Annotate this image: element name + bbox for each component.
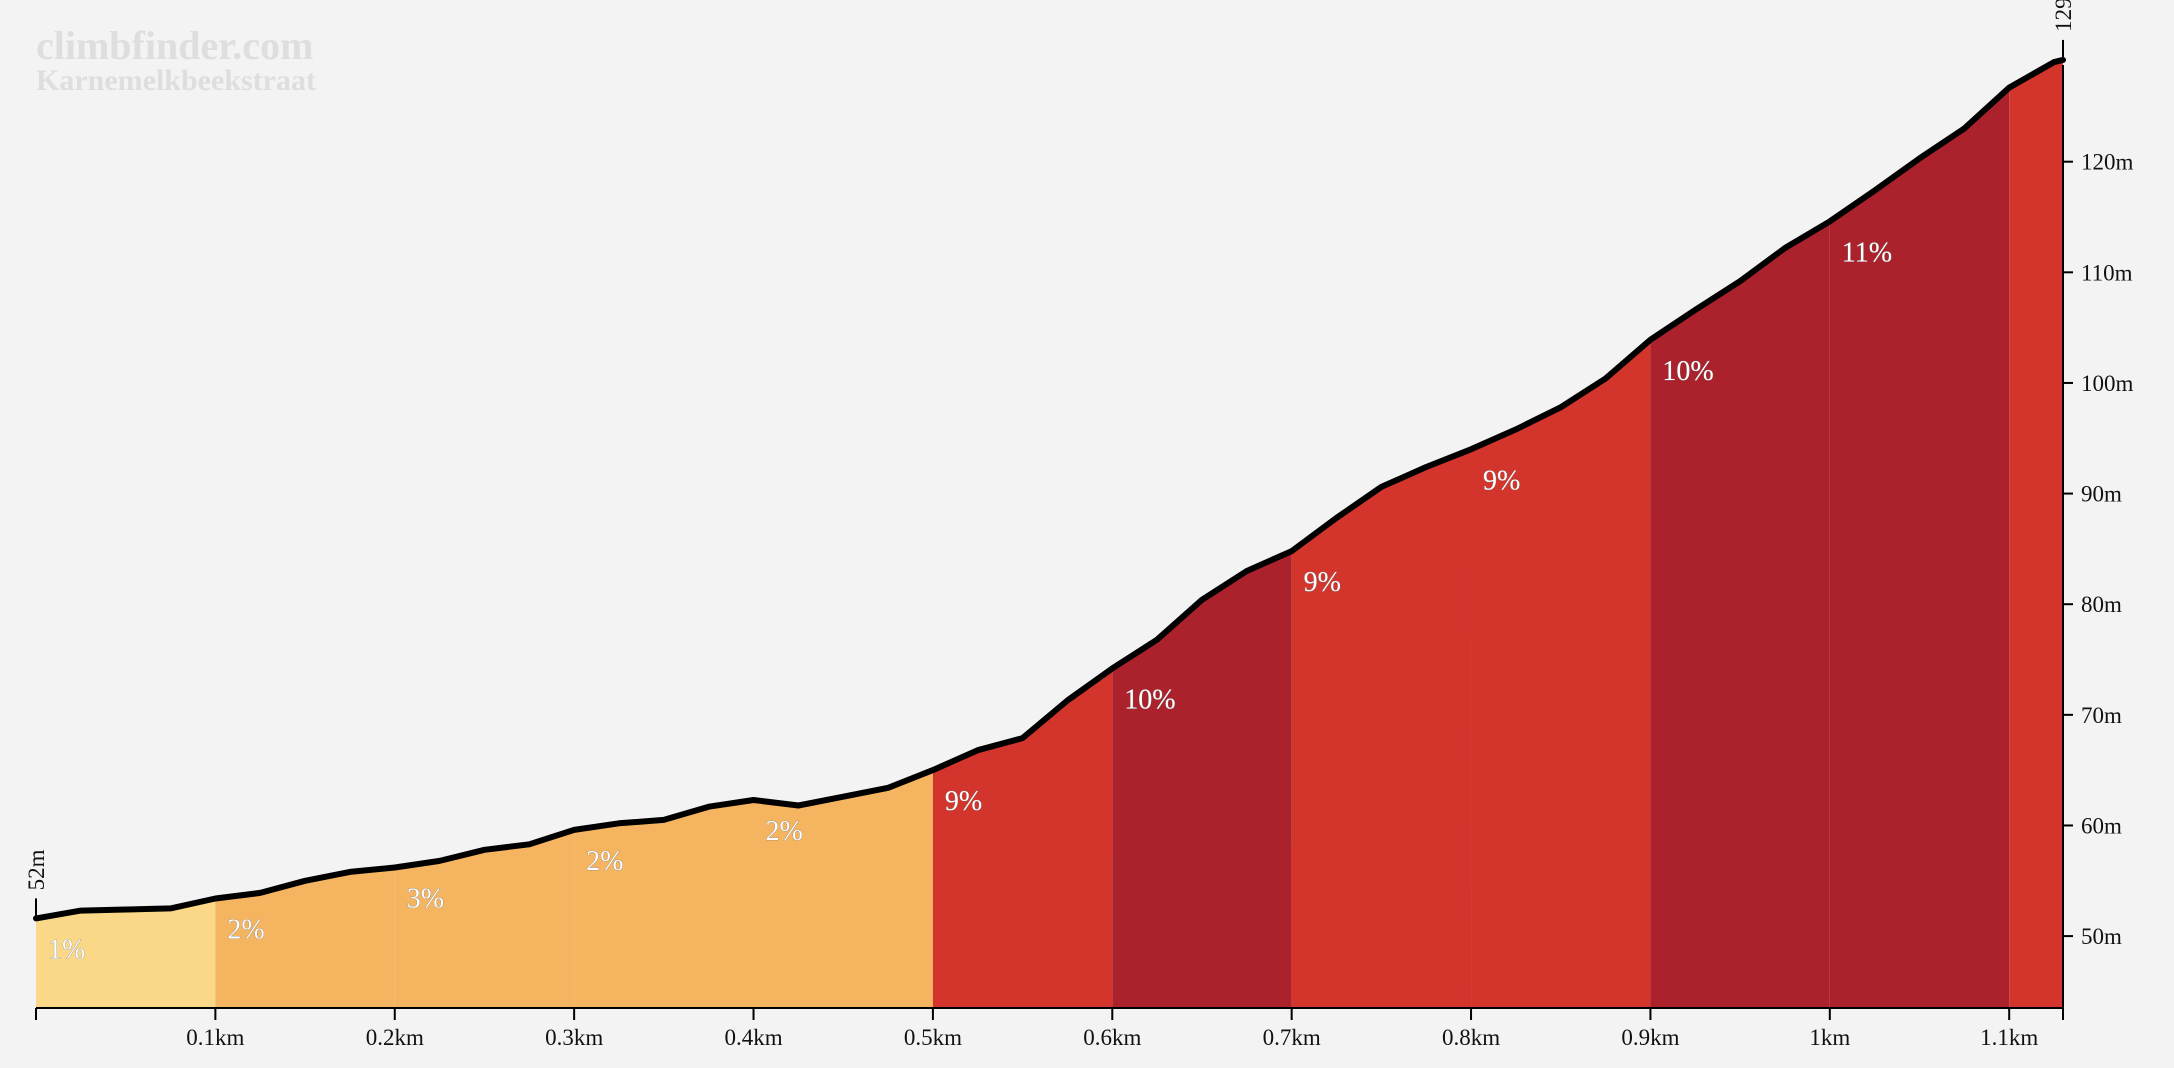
- grade-segment-1: [36, 898, 216, 1008]
- x-tick-label-7: 0.7km: [1263, 1025, 1321, 1050]
- grade-labels: 1% 2% 3% 2% 2% 9% 10% 9% 9% 10% 11%: [48, 237, 1893, 966]
- elevation-endpoints: 52m 129m: [24, 0, 2076, 919]
- x-tick-label-10: 1km: [1809, 1025, 1850, 1050]
- grade-segment-7: [1112, 551, 1292, 1008]
- x-tick-label-6: 0.6km: [1083, 1025, 1141, 1050]
- y-tick-label-5: 90m: [2081, 482, 2122, 507]
- grade-label-2: 2%: [227, 914, 264, 945]
- start-elevation-label: 52m: [24, 849, 49, 890]
- grade-label-1: 1%: [48, 934, 85, 965]
- grade-label-6: 9%: [945, 786, 982, 817]
- grade-label-4: 2%: [586, 846, 623, 877]
- grade-segment-2: [215, 867, 395, 1008]
- grade-segment-10: [1650, 221, 1830, 1008]
- y-tick-label-4: 80m: [2081, 592, 2122, 617]
- grade-segment-8: [1291, 449, 1472, 1008]
- grade-segment-12: [2009, 59, 2063, 1008]
- grade-segment-11: [1829, 87, 2010, 1009]
- x-tick-label-3: 0.3km: [545, 1025, 603, 1050]
- x-tick-label-9: 0.9km: [1621, 1025, 1679, 1050]
- y-axis: 50m 60m 70m 80m 90m 100m 110m 120m: [2062, 65, 2134, 1020]
- grade-label-8: 9%: [1304, 567, 1341, 598]
- grade-segment-6: [932, 668, 1113, 1008]
- grade-segment-4: [574, 800, 754, 1008]
- y-tick-label-2: 60m: [2081, 813, 2122, 838]
- grade-label-3: 3%: [407, 884, 444, 915]
- y-tick-label-3: 70m: [2081, 703, 2122, 728]
- elevation-profile-line: [33, 56, 2066, 922]
- y-tick-label-6: 100m: [2081, 371, 2134, 396]
- x-tick-label-2: 0.2km: [366, 1025, 424, 1050]
- grade-label-10: 10%: [1662, 356, 1713, 387]
- y-tick-label-7: 110m: [2081, 260, 2133, 285]
- climb-name-watermark: Karnemelkbeekstraat: [36, 64, 316, 97]
- x-tick-label-1: 0.1km: [186, 1025, 244, 1050]
- x-tick-label-4: 0.4km: [724, 1025, 782, 1050]
- grade-segments: [36, 59, 2063, 1009]
- y-tick-label-1: 50m: [2081, 924, 2122, 949]
- grade-label-5: 2%: [766, 816, 803, 847]
- x-axis: 0.1km 0.2km 0.3km 0.4km 0.5km 0.6km 0.7km 0.8km…: [35, 1007, 2063, 1050]
- grade-label-11: 11%: [1842, 237, 1892, 268]
- grade-segment-5: [753, 770, 933, 1008]
- end-elevation-label: 129m: [2051, 0, 2076, 32]
- y-tick-label-8: 120m: [2081, 150, 2134, 175]
- grade-label-7: 10%: [1124, 684, 1175, 715]
- grade-label-9: 9%: [1483, 465, 1520, 496]
- x-tick-label-11: 1.1km: [1980, 1025, 2038, 1050]
- x-tick-label-8: 0.8km: [1442, 1025, 1500, 1050]
- x-tick-label-5: 0.5km: [904, 1025, 962, 1050]
- grade-segment-9: [1471, 339, 1651, 1008]
- site-watermark: climbfinder.com: [36, 23, 314, 68]
- grade-segment-3: [394, 829, 575, 1008]
- profile-line-group: [33, 56, 2066, 922]
